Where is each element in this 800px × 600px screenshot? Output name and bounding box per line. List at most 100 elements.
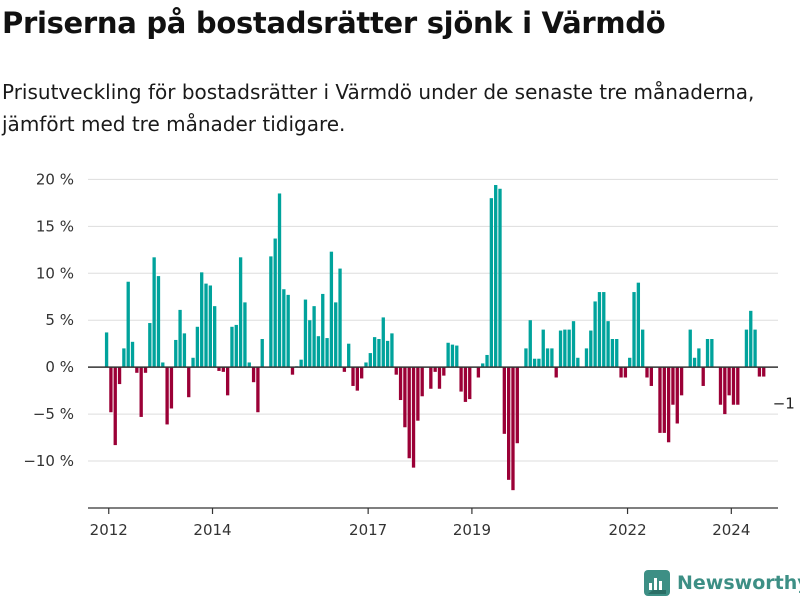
axes bbox=[88, 366, 778, 514]
bar bbox=[325, 338, 329, 368]
bar bbox=[243, 302, 247, 368]
bar bbox=[416, 367, 420, 421]
bar bbox=[403, 367, 407, 428]
bar bbox=[571, 321, 576, 368]
bar bbox=[204, 283, 208, 368]
bar bbox=[277, 193, 282, 368]
bar bbox=[532, 358, 537, 368]
bar bbox=[498, 188, 502, 368]
bar bbox=[113, 367, 117, 446]
bar bbox=[238, 257, 243, 368]
bar bbox=[165, 367, 169, 425]
bar bbox=[723, 367, 727, 415]
bar bbox=[641, 329, 645, 368]
bar bbox=[489, 198, 494, 368]
bar bbox=[507, 367, 511, 480]
x-tick-label: 2022 bbox=[608, 521, 646, 539]
bar bbox=[342, 367, 347, 372]
bar bbox=[122, 348, 126, 368]
bar bbox=[104, 332, 109, 368]
bar bbox=[191, 357, 195, 368]
bar bbox=[364, 362, 368, 368]
bar bbox=[217, 367, 221, 371]
bar bbox=[182, 333, 187, 368]
bar bbox=[515, 367, 519, 444]
grid-lines bbox=[88, 178, 778, 462]
bar bbox=[282, 289, 286, 368]
bar bbox=[576, 357, 580, 368]
bar bbox=[377, 339, 381, 368]
bar bbox=[494, 185, 498, 368]
bar bbox=[545, 348, 550, 368]
bar bbox=[636, 282, 641, 368]
bar bbox=[411, 367, 416, 468]
bar bbox=[407, 367, 411, 459]
bar bbox=[355, 367, 359, 391]
bar bbox=[623, 367, 628, 378]
bar bbox=[161, 362, 165, 368]
bar bbox=[234, 324, 238, 368]
bar bbox=[537, 358, 541, 368]
bar bbox=[701, 367, 705, 386]
bar bbox=[316, 336, 321, 368]
chart-title: Priserna på bostadsrätter sjönk i Värmdö bbox=[2, 6, 666, 40]
bar bbox=[468, 367, 472, 400]
bar bbox=[126, 281, 130, 368]
bar bbox=[187, 367, 191, 398]
bar bbox=[398, 367, 403, 401]
bar bbox=[619, 367, 623, 378]
bar bbox=[368, 353, 372, 368]
bar bbox=[221, 367, 225, 372]
bar bbox=[584, 348, 589, 368]
bar bbox=[744, 329, 749, 368]
bar bbox=[593, 301, 597, 368]
bar bbox=[381, 317, 385, 368]
bar bbox=[597, 292, 602, 368]
bar bbox=[420, 367, 424, 397]
bar bbox=[762, 367, 766, 377]
last-value-annotation: −1 % bbox=[773, 395, 800, 413]
bars bbox=[104, 185, 766, 491]
tick-labels: 20 % 15 % 10 % 5 % 0 % −5 % −10 % 2012 2014 2017 2… bbox=[23, 170, 800, 539]
y-tick-label: 15 % bbox=[36, 217, 74, 235]
y-tick-label: −5 % bbox=[33, 405, 74, 423]
bar bbox=[347, 343, 351, 368]
x-tick-label: 2017 bbox=[349, 521, 387, 539]
bar bbox=[329, 251, 334, 368]
bar bbox=[321, 293, 325, 368]
bar bbox=[446, 342, 450, 368]
bar bbox=[757, 367, 762, 377]
bar bbox=[662, 367, 666, 433]
bar bbox=[666, 367, 671, 443]
bar bbox=[649, 367, 653, 386]
bar bbox=[273, 238, 277, 368]
bar bbox=[286, 294, 290, 368]
bar bbox=[753, 329, 757, 368]
bar bbox=[610, 339, 615, 368]
y-tick-label: 20 % bbox=[36, 170, 74, 188]
bar bbox=[351, 367, 355, 386]
bar bbox=[511, 367, 515, 491]
bar bbox=[178, 309, 182, 368]
chart-subtitle: Prisutveckling för bostadsrätter i Värmd… bbox=[2, 80, 755, 136]
bar bbox=[208, 285, 213, 368]
bar bbox=[334, 302, 338, 368]
bar bbox=[437, 367, 442, 389]
bar bbox=[697, 348, 701, 368]
bar bbox=[485, 354, 489, 368]
bar bbox=[528, 320, 532, 368]
bar bbox=[589, 330, 593, 368]
bar bbox=[731, 367, 736, 405]
bar bbox=[679, 367, 684, 396]
bar bbox=[459, 367, 463, 392]
bar bbox=[169, 367, 174, 409]
bar bbox=[524, 348, 528, 368]
bar bbox=[312, 306, 316, 368]
bar bbox=[692, 357, 697, 368]
bar bbox=[135, 367, 139, 373]
bar bbox=[481, 363, 485, 368]
bar-chart-logo-icon bbox=[644, 570, 670, 596]
bar bbox=[394, 367, 398, 375]
bar bbox=[152, 257, 156, 368]
